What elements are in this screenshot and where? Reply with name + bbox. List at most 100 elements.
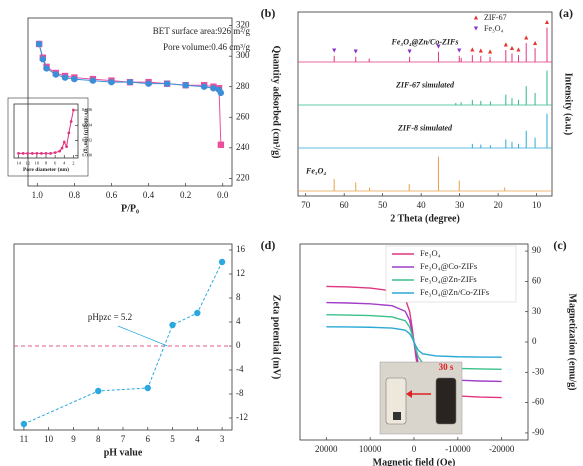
point bbox=[69, 120, 73, 123]
x-tick-label: -20000 bbox=[489, 444, 515, 454]
x-tick-label: 30 bbox=[455, 200, 465, 210]
point bbox=[145, 80, 152, 87]
y-axis-label: Zeta potential (mV) bbox=[271, 295, 282, 379]
y-tick-label: 90 bbox=[532, 245, 542, 255]
y-tick-label: 0.006 bbox=[82, 107, 93, 112]
x-tick-label: 7 bbox=[121, 434, 126, 444]
point bbox=[60, 146, 64, 150]
point bbox=[58, 149, 62, 153]
point bbox=[182, 82, 189, 89]
x-tick-label: 0.2 bbox=[180, 190, 191, 200]
phase-marker: ▲ bbox=[532, 39, 539, 47]
point bbox=[126, 78, 134, 86]
y-tick-label: 0.004 bbox=[82, 122, 93, 127]
y-tick-label: -60 bbox=[532, 397, 544, 407]
x-tick-label: 2 bbox=[72, 161, 74, 166]
point bbox=[67, 131, 71, 135]
phase-marker: ▲ bbox=[523, 34, 530, 42]
y-tick-label: 260 bbox=[236, 111, 250, 121]
y-tick-label: 8 bbox=[236, 292, 241, 302]
y-tick-label: 220 bbox=[236, 172, 250, 182]
panel-label: (a) bbox=[559, 6, 573, 20]
x-tick-label: 40 bbox=[417, 200, 427, 210]
legend-symbol: ▲ bbox=[473, 14, 480, 22]
point bbox=[44, 152, 48, 155]
phase-marker: ▼ bbox=[406, 47, 413, 55]
point bbox=[89, 77, 97, 84]
x-tick-label: 10 bbox=[44, 434, 54, 444]
x-tick-label: 20 bbox=[494, 200, 504, 210]
series-line bbox=[23, 261, 223, 425]
x-tick-label: 6 bbox=[54, 161, 57, 166]
y-tick-label: 300 bbox=[236, 50, 250, 60]
series-line bbox=[326, 326, 502, 358]
annotation: 30 s bbox=[439, 362, 454, 372]
x-tick-label: 10 bbox=[532, 200, 542, 210]
point bbox=[39, 56, 47, 63]
point bbox=[53, 151, 57, 155]
y-tick-label: 320 bbox=[236, 20, 250, 30]
point bbox=[210, 85, 217, 92]
legend-label: Fe₃O₄ bbox=[420, 248, 441, 258]
pattern-label: ZIF-67 simulated bbox=[395, 80, 455, 89]
phase-marker: ▲ bbox=[469, 46, 476, 54]
point bbox=[43, 65, 50, 72]
vial-dark bbox=[435, 377, 457, 425]
y-axis-label: Intensity (a.u.) bbox=[563, 73, 574, 136]
point bbox=[72, 108, 75, 112]
x-axis-label: P/P₀ bbox=[121, 204, 139, 215]
x-tick-label: 10 bbox=[35, 161, 40, 166]
y-axis-label: dV/dlog(D) (cm³/g) bbox=[83, 109, 90, 153]
x-tick-label: -10000 bbox=[445, 444, 471, 454]
x-tick-label: 12 bbox=[25, 161, 30, 166]
y-tick-label: 16 bbox=[236, 244, 246, 254]
annotation: BET surface area:926 m²/g bbox=[153, 26, 251, 36]
x-tick-label: 4 bbox=[195, 434, 200, 444]
y-tick-label: -90 bbox=[532, 427, 544, 437]
series-line bbox=[38, 43, 222, 94]
point bbox=[65, 145, 68, 148]
x-axis-label: Pore diameter (nm) bbox=[23, 166, 69, 173]
point bbox=[200, 83, 208, 90]
y-tick-label: 12 bbox=[236, 268, 245, 278]
point bbox=[20, 420, 28, 428]
y-tick-label: -12 bbox=[236, 412, 248, 422]
legend-label: Fe₃O₄@Co-ZIFs bbox=[420, 261, 477, 271]
pattern-label: Fe₃O₄ bbox=[305, 166, 326, 175]
y-tick-label: 0.000 bbox=[82, 153, 93, 158]
phase-marker: ▲ bbox=[477, 46, 484, 54]
point bbox=[108, 78, 115, 86]
plot-frame bbox=[27, 17, 233, 187]
phase-marker: ▼ bbox=[435, 42, 442, 50]
arrow-head bbox=[406, 390, 412, 398]
x-tick-label: 1.0 bbox=[32, 190, 44, 200]
x-tick-label: 10000 bbox=[359, 444, 382, 454]
y-tick-label: -4 bbox=[236, 364, 244, 374]
point bbox=[35, 40, 43, 48]
x-tick-label: 0.8 bbox=[69, 190, 81, 200]
phase-marker: ▼ bbox=[352, 47, 359, 55]
x-tick-label: 70 bbox=[301, 200, 311, 210]
x-tick-label: 3 bbox=[220, 434, 225, 444]
x-tick-label: 11 bbox=[20, 434, 29, 444]
point bbox=[163, 80, 171, 87]
x-tick-label: 14 bbox=[16, 161, 21, 166]
x-axis-label: pH value bbox=[104, 448, 143, 459]
legend-label: Fe₃O₄ bbox=[484, 24, 504, 33]
phase-marker: ▲ bbox=[515, 46, 522, 54]
point bbox=[40, 152, 43, 155]
x-tick-label: 0 bbox=[412, 444, 417, 454]
series-line bbox=[18, 109, 74, 154]
point bbox=[169, 321, 176, 329]
point bbox=[52, 71, 60, 78]
point bbox=[95, 387, 102, 395]
panel-label: (d) bbox=[261, 238, 276, 252]
x-axis-label: Magnetic field (Oe) bbox=[373, 458, 456, 466]
annotation: pHpzc = 5.2 bbox=[88, 312, 132, 322]
x-tick-label: 4 bbox=[63, 161, 66, 166]
point bbox=[21, 152, 25, 155]
annotation-pointer bbox=[117, 325, 168, 347]
magnet bbox=[393, 412, 401, 420]
point bbox=[218, 258, 226, 266]
